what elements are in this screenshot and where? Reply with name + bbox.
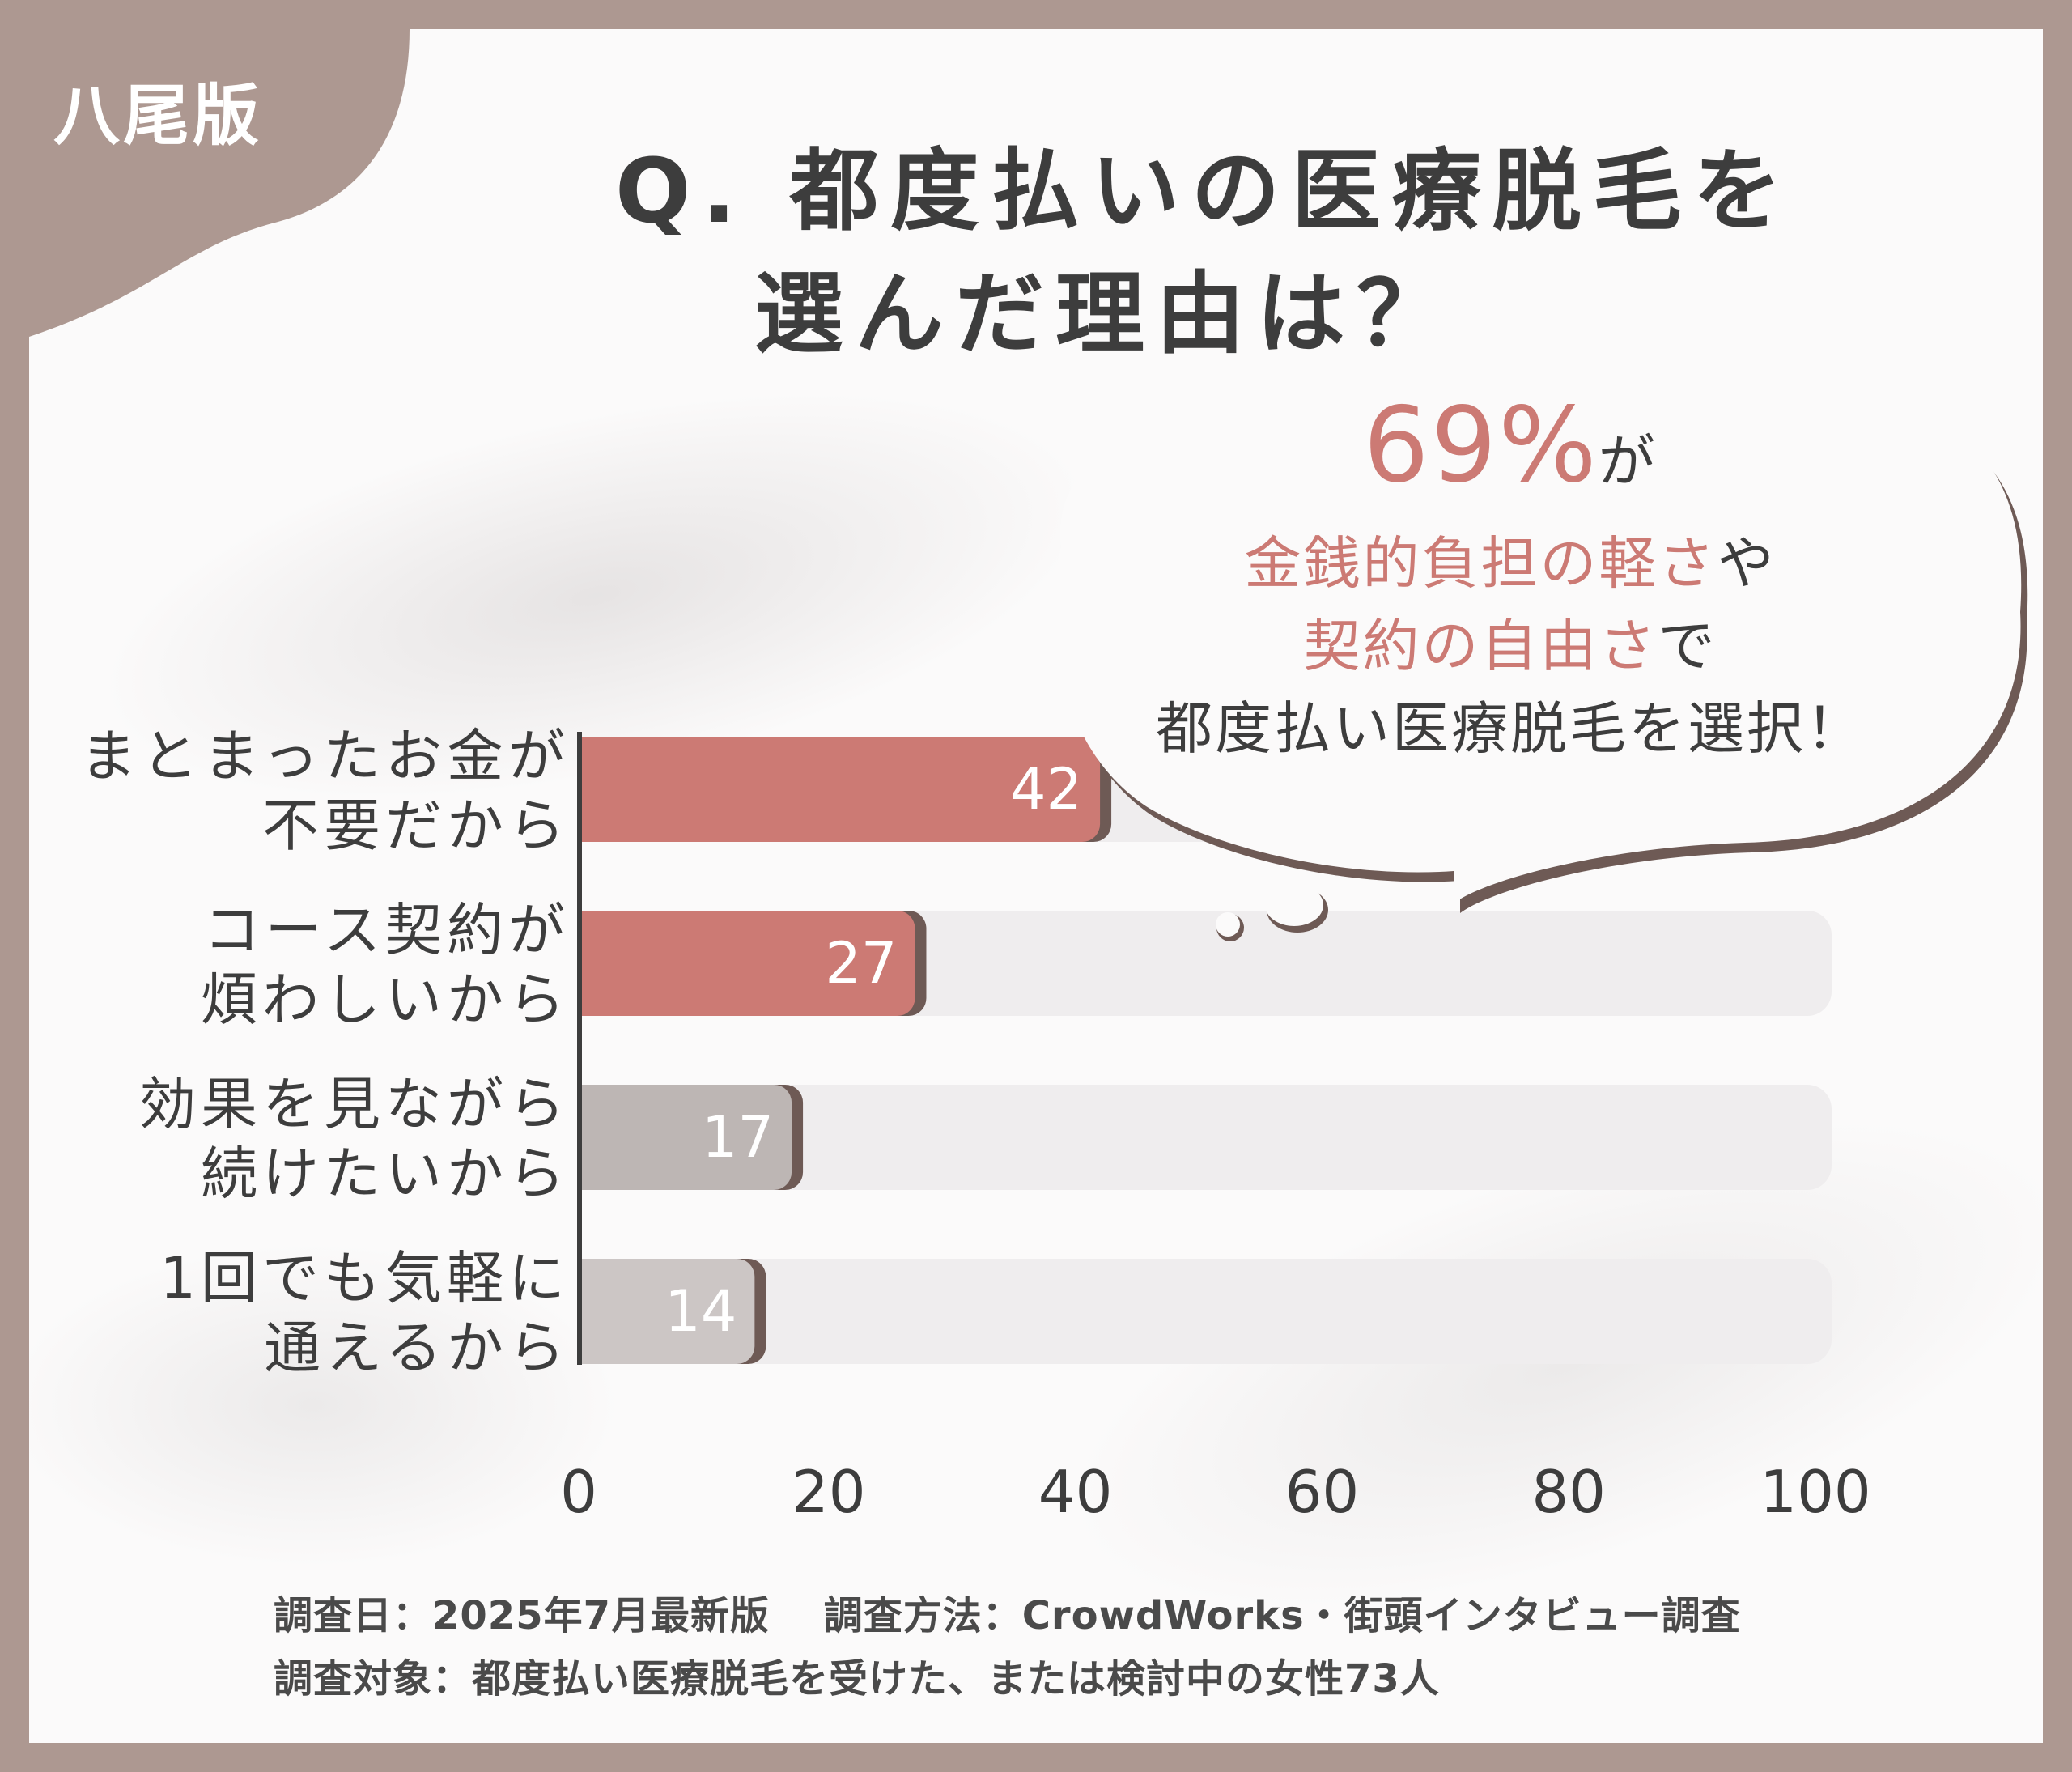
x-tick-label: 100 xyxy=(1760,1458,1870,1526)
x-tick-label: 60 xyxy=(1285,1458,1360,1526)
callout-text: 69%が 金銭的負担の軽さや 契約の自由さで 都度払い医療脱毛を選択！ xyxy=(1017,385,2004,770)
category-label: まとまったお金が xyxy=(80,723,570,789)
bar-square-end xyxy=(579,1259,611,1364)
x-tick-label: 80 xyxy=(1531,1458,1606,1526)
category-label: 通えるから xyxy=(264,1315,570,1381)
page-title-line-2: 選んだ理由は？ xyxy=(754,262,1457,366)
bar-square-end xyxy=(579,1085,611,1190)
callout-percent: 69% xyxy=(1363,385,1599,506)
page-title-line-1: Q. 都度払いの医療脱毛を xyxy=(615,139,1794,243)
footer-survey-info: 調査日：2025年7月最新版 調査方法：CrowdWorks・街頭インタビュー調… xyxy=(274,1593,1741,1638)
bubble-dot-large-fill xyxy=(1265,884,1323,926)
callout-line-2: 金銭的負担の軽さや xyxy=(1017,522,2004,605)
background-shade xyxy=(29,393,2043,1610)
category-label: 効果を見ながら xyxy=(139,1071,570,1137)
x-tick-labels: 0 20 40 60 80 100 xyxy=(560,1458,1871,1526)
bar-square-end xyxy=(579,911,611,1016)
footer-survey-target: 調査対象：都度払い医療脱毛を受けた、または検討中の女性73人 xyxy=(274,1656,1440,1702)
callout-line-1: 69%が xyxy=(1017,385,2004,522)
callout-accent-cost: 金銭的負担の軽さ xyxy=(1244,530,1717,597)
infographic-card: 八尾版 Q. 都度払いの医療脱毛を 選んだ理由は？ 42 27 17 14 まとまった… xyxy=(29,29,2043,1743)
category-label: 不要だから xyxy=(262,793,570,859)
callout-line-3-rest: で xyxy=(1658,613,1717,679)
callout-line-4: 都度払い医療脱毛を選択！ xyxy=(1156,695,1865,762)
callout-line-2-rest: や xyxy=(1717,530,1777,597)
bar-chart: 42 27 17 14 まとまったお金が不要だからコース契約が煩わしいから効果を見なが… xyxy=(80,390,2028,1526)
badge-label: 八尾版 xyxy=(53,78,263,155)
bar-track xyxy=(582,1085,1832,1190)
bar xyxy=(579,737,1101,842)
category-label: 続けたいから xyxy=(201,1141,570,1207)
category-label: 1回でも気軽に xyxy=(159,1245,570,1311)
category-label: コース契約が xyxy=(204,897,571,963)
bubble-dot-small-fill xyxy=(1216,912,1240,937)
bar-value-label: 42 xyxy=(1010,756,1082,822)
bars: 42 27 17 14 xyxy=(579,737,1112,1364)
x-tick-label: 20 xyxy=(792,1458,866,1526)
speech-bubble-body xyxy=(1055,390,2022,903)
speech-bubble xyxy=(1055,390,2028,941)
bar xyxy=(579,911,915,1016)
x-tick-label: 0 xyxy=(560,1458,597,1526)
bar-track xyxy=(582,1259,1832,1364)
bar xyxy=(579,1259,755,1364)
corner-badge-shape xyxy=(29,29,410,337)
bar-value-label: 27 xyxy=(825,930,897,996)
callout-percent-suffix: が xyxy=(1598,428,1658,495)
category-label: 煩わしいから xyxy=(201,967,570,1033)
bar xyxy=(579,1085,792,1190)
bar-square-end xyxy=(579,737,611,842)
bar-value-label: 14 xyxy=(664,1278,737,1345)
x-tick-label: 40 xyxy=(1038,1458,1113,1526)
callout-accent-freedom: 契約の自由さ xyxy=(1303,613,1658,679)
callout-line-3: 契約の自由さで xyxy=(1017,605,2004,687)
bar-value-label: 17 xyxy=(702,1104,774,1171)
